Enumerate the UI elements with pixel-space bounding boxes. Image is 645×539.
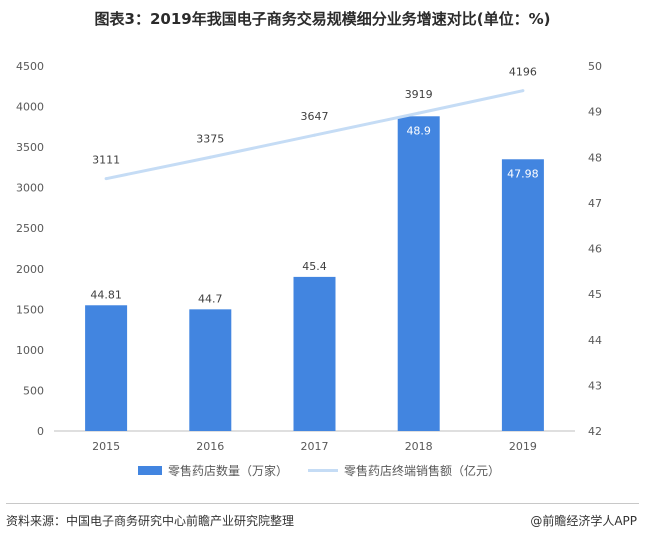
y-left-tick-label: 0 (37, 425, 44, 438)
bar-data-label: 44.7 (198, 292, 223, 305)
y-right-tick-label: 44 (588, 334, 602, 347)
line-data-label: 3647 (301, 110, 329, 123)
x-tick-label: 2016 (196, 440, 224, 453)
bar (189, 309, 232, 431)
y-right-tick-label: 49 (588, 106, 602, 119)
x-tick-label: 2017 (301, 440, 329, 453)
x-tick-label: 2015 (92, 440, 120, 453)
y-left-tick-label: 1500 (16, 303, 44, 316)
line-point (313, 133, 316, 137)
y-right-tick-label: 46 (588, 243, 602, 256)
legend: 零售药店数量（万家） 零售药店终端销售额（亿元） (0, 462, 645, 480)
line-data-label: 3919 (405, 88, 433, 101)
x-tick-label: 2019 (509, 440, 537, 453)
bar (501, 159, 544, 431)
y-right-tick-label: 48 (588, 151, 602, 164)
bar (397, 116, 440, 432)
line-point (417, 111, 421, 115)
y-left-tick-label: 2500 (16, 222, 44, 235)
brand-credit: @前瞻经济学人APP (530, 514, 637, 528)
y-left-tick-label: 2000 (16, 263, 44, 276)
line-point (104, 177, 108, 181)
legend-swatch-bar (138, 466, 162, 475)
x-tick-label: 2018 (405, 440, 433, 453)
line-data-label: 3111 (92, 154, 120, 167)
chart-title: 图表3：2019年我国电子商务交易规模细分业务增速对比(单位：%) (94, 10, 551, 28)
y-left-tick-label: 4000 (16, 101, 44, 114)
bar-data-label: 45.4 (302, 260, 327, 273)
bar-data-label: 48.9 (406, 124, 431, 137)
bar-data-label: 47.98 (507, 167, 539, 180)
line-data-label: 4196 (509, 66, 537, 79)
y-left-tick-label: 500 (23, 384, 44, 397)
y-left-tick-label: 3000 (16, 182, 44, 195)
legend-swatch-line (308, 469, 338, 472)
legend-label-stores: 零售药店数量（万家） (168, 464, 289, 478)
y-right-tick-label: 50 (588, 60, 602, 73)
chart: 0 500 1000 1500 2000 2500 3000 3500 4000 4500 42 43… (16, 60, 602, 453)
legend-label-sales: 零售药店终端销售额（亿元） (344, 464, 501, 478)
y-left-tick-label: 3500 (16, 141, 44, 154)
source-note: 资料来源：中国电子商务研究中心前瞻产业研究院整理 (6, 514, 295, 528)
footer: 资料来源：中国电子商务研究中心前瞻产业研究院整理 @前瞻经济学人APP (0, 503, 645, 539)
legend-item-stores: 零售药店数量（万家） (138, 462, 288, 479)
bar (293, 276, 336, 431)
bar (85, 305, 128, 431)
y-left-tick-label: 1000 (16, 344, 44, 357)
bar-data-label: 44.81 (90, 288, 122, 301)
y-right-tick-label: 45 (588, 288, 602, 301)
line-data-label: 3375 (196, 132, 224, 145)
y-right-tick-label: 42 (588, 425, 602, 438)
line-point (208, 155, 212, 159)
legend-item-sales: 零售药店终端销售额（亿元） (308, 462, 500, 479)
line-point (521, 89, 525, 93)
y-left-tick-label: 4500 (16, 60, 44, 73)
footer-divider (6, 503, 639, 504)
y-right-tick-label: 47 (588, 197, 602, 210)
y-right-tick-label: 43 (588, 379, 602, 392)
